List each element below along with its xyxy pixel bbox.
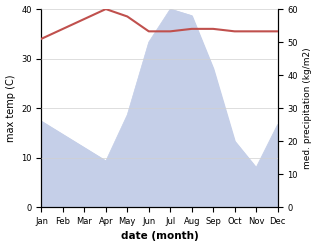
X-axis label: date (month): date (month) (121, 231, 198, 242)
Y-axis label: max temp (C): max temp (C) (5, 74, 16, 142)
Y-axis label: med. precipitation (kg/m2): med. precipitation (kg/m2) (303, 47, 313, 169)
